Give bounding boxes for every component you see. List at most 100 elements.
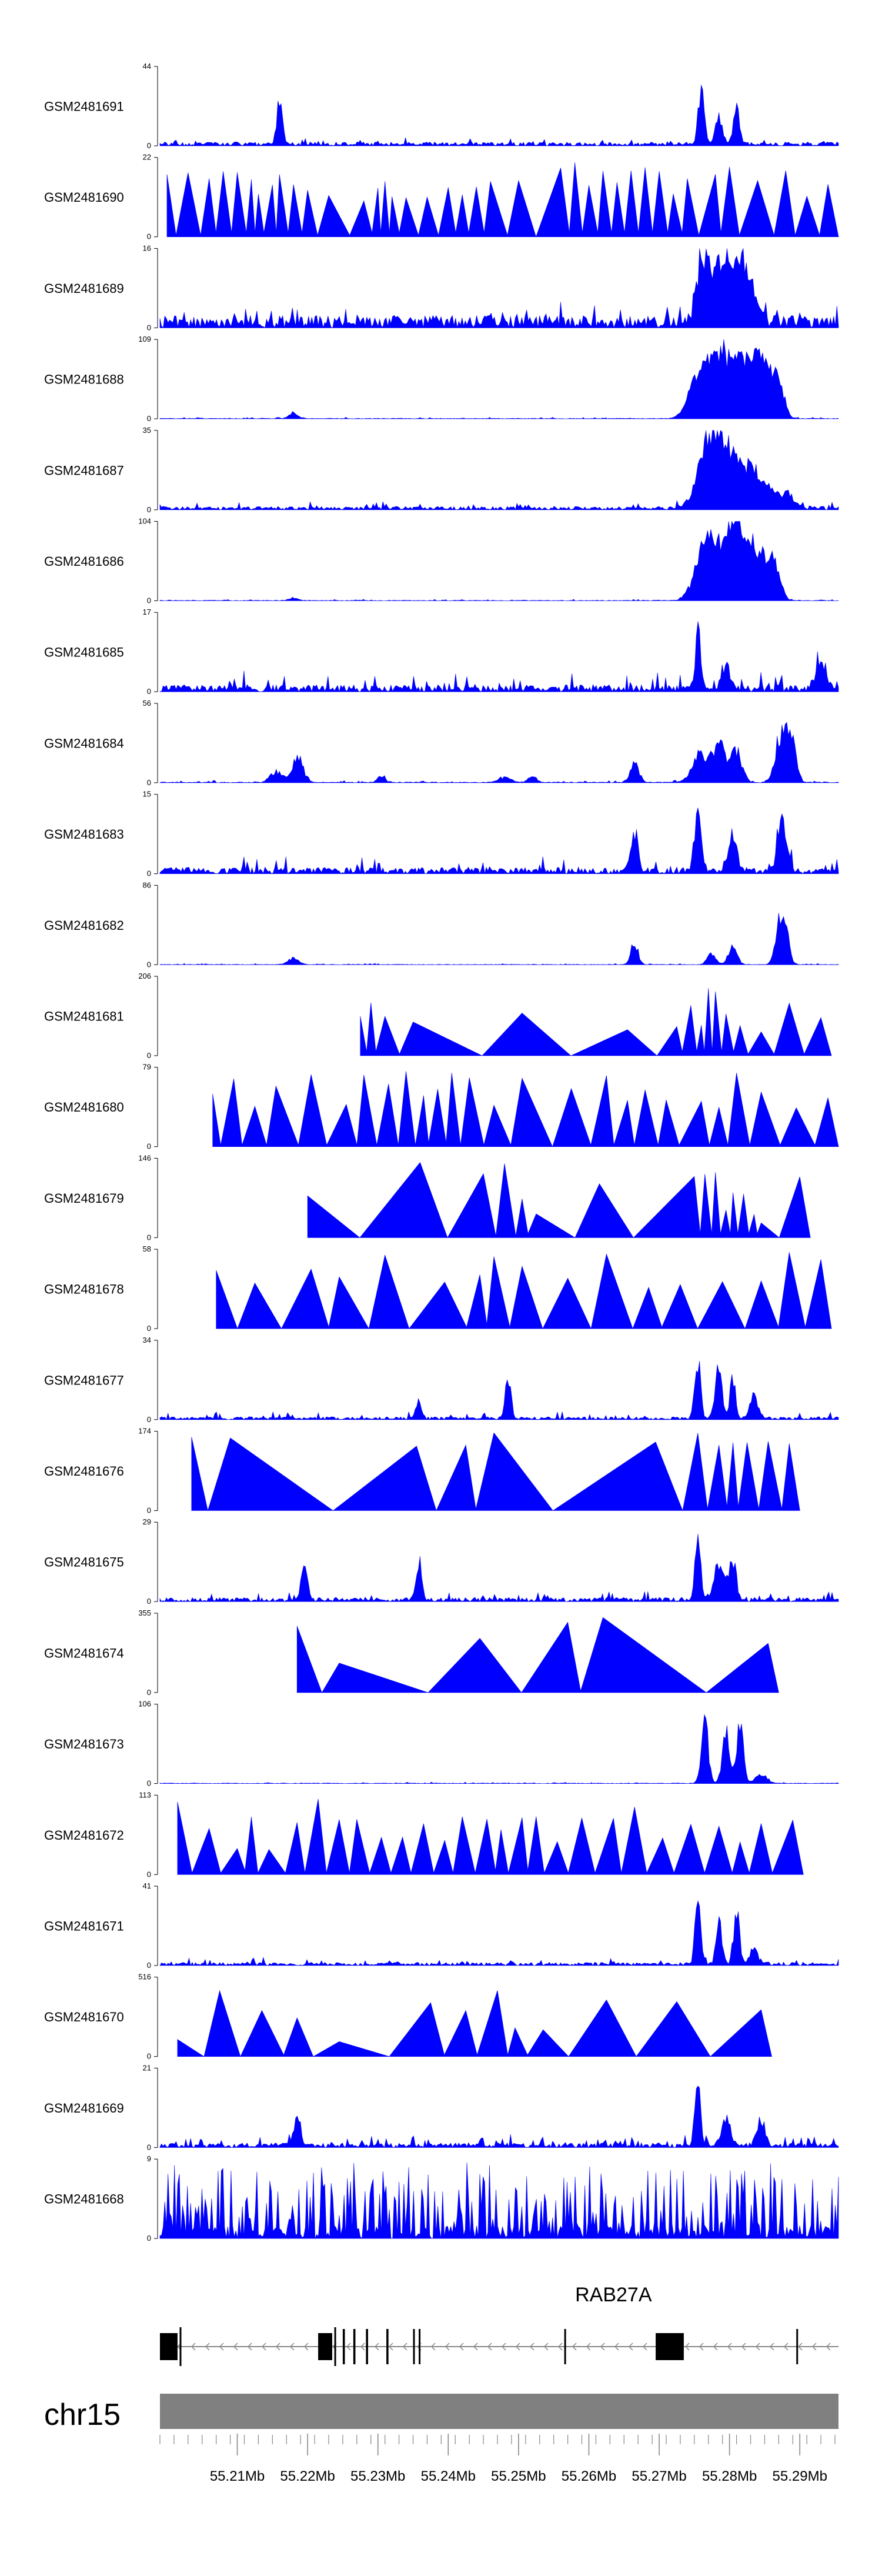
track-label: GSM2481677 — [44, 1373, 124, 1387]
axis-tick-label: 55.22Mb — [280, 2468, 335, 2484]
strand-arrow — [543, 2343, 549, 2351]
axis-tick-label: 55.24Mb — [421, 2468, 476, 2484]
track-label: GSM2481691 — [44, 99, 124, 114]
track-GSM2481680: GSM2481680 79 0 — [44, 1063, 839, 1151]
coverage-area — [212, 1071, 839, 1147]
track-GSM2481685: GSM2481685 17 0 — [44, 608, 839, 696]
strand-arrow — [219, 2343, 224, 2351]
y-axis-zero-label: 0 — [147, 1597, 151, 1606]
y-axis-zero-label: 0 — [147, 414, 151, 423]
y-axis-zero-label: 0 — [147, 1142, 151, 1151]
coverage-area — [159, 621, 839, 693]
strand-arrow — [191, 2343, 196, 2351]
y-axis-zero-label: 0 — [147, 1779, 151, 1788]
y-axis-max-label: 44 — [143, 62, 151, 71]
track-label: GSM2481673 — [44, 1737, 124, 1751]
y-axis-zero-label: 0 — [147, 2052, 151, 2061]
gene-exon — [160, 2333, 178, 2360]
strand-arrow — [515, 2343, 520, 2351]
coverage-area — [159, 722, 839, 783]
y-axis-zero-label: 0 — [147, 1506, 151, 1515]
strand-arrow — [755, 2343, 760, 2351]
track-label: GSM2481672 — [44, 1828, 124, 1843]
track-GSM2481687: GSM2481687 35 0 — [44, 426, 839, 514]
y-axis-max-label: 58 — [143, 1244, 151, 1253]
y-axis-max-label: 29 — [143, 1517, 151, 1526]
y-axis-max-label: 516 — [138, 1973, 151, 1981]
gene-exon — [334, 2327, 336, 2366]
coverage-area — [307, 1162, 811, 1239]
y-axis-zero-label: 0 — [147, 869, 151, 878]
coverage-area — [159, 1534, 839, 1603]
track-label: GSM2481680 — [44, 1100, 124, 1115]
track-label: GSM2481679 — [44, 1191, 124, 1206]
gene-exon — [413, 2329, 415, 2364]
y-axis-zero-label: 0 — [147, 141, 151, 150]
gene-exon — [179, 2327, 182, 2366]
strand-arrow — [826, 2343, 831, 2351]
strand-arrow — [205, 2343, 210, 2351]
track-GSM2481686: GSM2481686 104 0 — [44, 517, 839, 605]
coverage-area — [159, 248, 839, 329]
track-label: GSM2481668 — [44, 2192, 124, 2207]
track-label: GSM2481671 — [44, 1919, 124, 1934]
coverage-area — [159, 1900, 839, 1966]
track-GSM2481684: GSM2481684 56 0 — [44, 699, 839, 787]
track-label: GSM2481682 — [44, 918, 124, 933]
track-label: GSM2481670 — [44, 2010, 124, 2024]
y-axis-max-label: 174 — [138, 1427, 151, 1436]
strand-arrow — [769, 2343, 774, 2351]
strand-arrow — [811, 2343, 817, 2351]
y-axis-zero-label: 0 — [147, 2234, 151, 2243]
coverage-tracks: GSM2481691440GSM2481690220GSM2481689160G… — [44, 62, 839, 2243]
strand-arrow — [303, 2343, 309, 2351]
track-GSM2481668: GSM2481668 9 0 — [44, 2154, 839, 2243]
y-axis-max-label: 106 — [138, 1700, 151, 1709]
strand-arrow — [459, 2343, 464, 2351]
y-axis-max-label: 109 — [138, 335, 151, 343]
strand-arrow — [374, 2343, 379, 2351]
axis-tick-label: 55.25Mb — [491, 2468, 546, 2484]
strand-arrow — [586, 2343, 591, 2351]
track-GSM2481677: GSM2481677 34 0 — [44, 1336, 839, 1424]
y-axis-max-label: 113 — [139, 1790, 151, 1799]
y-axis-max-label: 79 — [143, 1063, 151, 1072]
strand-arrow — [346, 2343, 351, 2351]
track-label: GSM2481687 — [44, 463, 124, 478]
coverage-area — [159, 807, 839, 875]
strand-arrow — [642, 2343, 647, 2351]
track-label: GSM2481688 — [44, 372, 124, 387]
y-axis-max-label: 56 — [143, 699, 151, 708]
track-label: GSM2481686 — [44, 554, 124, 569]
track-GSM2481671: GSM2481671 41 0 — [44, 1881, 839, 1970]
strand-arrow — [402, 2343, 407, 2351]
coverage-area — [166, 162, 839, 238]
coverage-area — [159, 430, 839, 510]
track-label: GSM2481690 — [44, 190, 124, 205]
track-GSM2481691: GSM2481691 44 0 — [44, 62, 839, 150]
track-GSM2481690: GSM2481690 22 0 — [44, 153, 839, 241]
gene-exon — [342, 2329, 345, 2364]
gene-exon — [366, 2329, 368, 2364]
y-axis-max-label: 104 — [138, 517, 151, 526]
track-GSM2481673: GSM2481673 106 0 — [44, 1700, 839, 1788]
y-axis-max-label: 41 — [143, 1881, 151, 1890]
strand-arrow — [360, 2343, 365, 2351]
track-label: GSM2481684 — [44, 736, 124, 750]
y-axis-max-label: 35 — [143, 426, 151, 435]
y-axis-zero-label: 0 — [147, 232, 151, 241]
axis-tick-label: 55.29Mb — [773, 2468, 827, 2484]
strand-arrow — [600, 2343, 605, 2351]
track-label: GSM2481674 — [44, 1646, 124, 1660]
coverage-area — [216, 1252, 832, 1330]
y-axis-max-label: 16 — [143, 243, 151, 252]
axis-tick-label: 55.26Mb — [562, 2468, 616, 2484]
y-axis-zero-label: 0 — [147, 1415, 151, 1424]
y-axis-max-label: 22 — [143, 153, 151, 162]
strand-arrow — [261, 2343, 266, 2351]
track-label: GSM2481676 — [44, 1464, 124, 1479]
track-GSM2481672: GSM2481672 113 0 — [44, 1790, 804, 1878]
y-axis-max-label: 21 — [143, 2063, 151, 2072]
y-axis-max-label: 17 — [143, 608, 151, 616]
strand-arrow — [445, 2343, 450, 2351]
